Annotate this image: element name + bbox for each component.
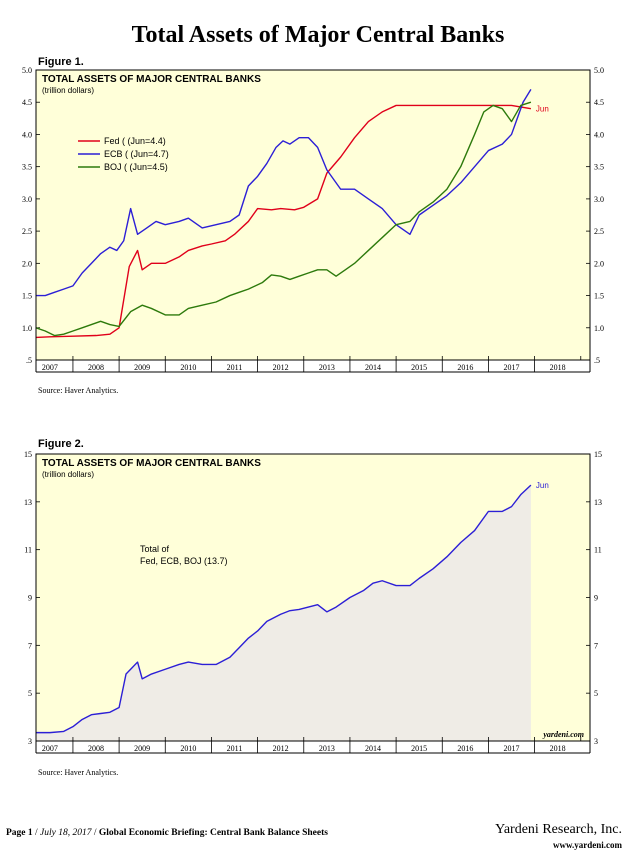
- footer-company: Yardeni Research, Inc.: [495, 822, 622, 837]
- y-tick-label-left: 4.0: [22, 130, 32, 139]
- x-tick-label: 2013: [319, 363, 335, 372]
- y-tick-label-right: .5: [594, 356, 600, 365]
- x-tick-label: 2018: [550, 363, 566, 372]
- y-tick-label-left: 4.5: [22, 98, 32, 107]
- x-tick-label: 2012: [273, 744, 289, 753]
- page-title: Total Assets of Major Central Banks: [131, 22, 505, 48]
- y-tick-label-left: 5.0: [22, 66, 32, 75]
- y-tick-label-right: 9: [594, 594, 598, 603]
- x-tick-label: 2008: [88, 363, 104, 372]
- y-tick-label-right: 5.0: [594, 66, 604, 75]
- chart-subtitle: (trillion dollars): [42, 86, 94, 95]
- area-fill: [36, 485, 531, 741]
- x-tick-label: 2015: [411, 744, 427, 753]
- legend-label: BOJ ( (Jun=4.5): [104, 162, 168, 172]
- annotation-line-1: Total of: [140, 544, 170, 554]
- x-tick-label: 2011: [227, 363, 243, 372]
- y-tick-label-right: 2.0: [594, 259, 604, 268]
- y-tick-label-right: 11: [594, 546, 602, 555]
- end-label: Jun: [536, 481, 549, 490]
- figure-1-source: Source: Haver Analytics.: [38, 386, 119, 395]
- plot-frame: [35, 69, 591, 361]
- x-tick-label: 2010: [180, 744, 196, 753]
- y-tick-label-right: 3.5: [594, 163, 604, 172]
- x-tick-label: 2009: [134, 363, 150, 372]
- x-tick-label: 2017: [504, 744, 520, 753]
- y-tick-label-left: 2.5: [22, 227, 32, 236]
- series-line-fed: [35, 104, 532, 339]
- watermark: yardeni.com: [542, 730, 584, 739]
- footer-doc: Global Economic Briefing: Central Bank B…: [98, 828, 328, 838]
- y-tick-label-left: 1.5: [22, 292, 32, 301]
- footer-info: Page 1 / July 18, 2017 / Global Economic…: [6, 828, 328, 838]
- y-tick-label-right: 1.0: [594, 324, 604, 333]
- x-tick-label: 2009: [134, 744, 150, 753]
- y-tick-label-left: .5: [26, 356, 32, 365]
- series-line-total: [36, 484, 532, 734]
- footer-url: www.yardeni.com: [553, 840, 622, 850]
- x-tick-label: 2016: [457, 363, 473, 372]
- chart-subtitle: (trillion dollars): [42, 470, 94, 479]
- y-tick-label-right: 5: [594, 689, 598, 698]
- chart-title: TOTAL ASSETS OF MAJOR CENTRAL BANKS: [42, 458, 261, 469]
- chart-title: TOTAL ASSETS OF MAJOR CENTRAL BANKS: [42, 74, 261, 85]
- legend-label: Fed ( (Jun=4.4): [104, 136, 166, 146]
- figure-2-chart: 3 3 5 5 7 7 9 9 11 11 13 13 15 15 2007 2008 2009 2010 2011…: [24, 450, 602, 754]
- y-tick-label-right: 4.5: [594, 98, 604, 107]
- legend-label: ECB ( (Jun=4.7): [104, 149, 169, 159]
- y-tick-label-right: 7: [594, 641, 598, 650]
- y-tick-label-left: 3.5: [22, 163, 32, 172]
- series-line-boj: [35, 101, 532, 337]
- figure-2-label: Figure 2.: [38, 438, 84, 450]
- x-tick-label: 2013: [319, 744, 335, 753]
- figure-1-chart: .5 .5 1.0 1.0 1.5 1.5 2.0 2.0 2.5 2.5 3.0 3.0 3.5 3.5…: [22, 66, 604, 373]
- plot-background: [36, 70, 590, 360]
- figure-1-label: Figure 1.: [38, 56, 84, 68]
- y-tick-label-left: 5: [28, 689, 32, 698]
- y-tick-label-left: 3.0: [22, 195, 32, 204]
- x-tick-label: 2017: [504, 363, 520, 372]
- footer-date: July 18, 2017: [40, 828, 92, 838]
- series-line-ecb: [36, 88, 532, 297]
- y-tick-label-right: 2.5: [594, 227, 604, 236]
- y-tick-label-right: 15: [594, 450, 602, 459]
- y-tick-label-left: 11: [24, 546, 32, 555]
- y-tick-label-left: 13: [24, 498, 32, 507]
- x-tick-label: 2010: [180, 363, 196, 372]
- x-tick-label: 2018: [550, 744, 566, 753]
- plot-frame: [35, 453, 591, 742]
- figure-2-source: Source: Haver Analytics.: [38, 768, 119, 777]
- y-tick-label-left: 3: [28, 737, 32, 746]
- y-tick-label-left: 1.0: [22, 324, 32, 333]
- x-tick-label: 2007: [42, 363, 58, 372]
- x-tick-label: 2007: [42, 744, 58, 753]
- y-tick-label-left: 15: [24, 450, 32, 459]
- y-tick-label-right: 3.0: [594, 195, 604, 204]
- x-tick-label: 2014: [365, 363, 381, 372]
- y-tick-label-right: 4.0: [594, 130, 604, 139]
- x-tick-label: 2012: [273, 363, 289, 372]
- y-tick-label-right: 1.5: [594, 292, 604, 301]
- x-tick-label: 2016: [457, 744, 473, 753]
- x-tick-label: 2011: [227, 744, 243, 753]
- end-label: Jun: [536, 105, 549, 114]
- y-tick-label-right: 13: [594, 498, 602, 507]
- y-tick-label-left: 2.0: [22, 259, 32, 268]
- x-tick-label: 2015: [411, 363, 427, 372]
- x-tick-label: 2008: [88, 744, 104, 753]
- y-tick-label-right: 3: [594, 737, 598, 746]
- annotation-line-2: Fed, ECB, BOJ (13.7): [140, 556, 228, 566]
- y-tick-label-left: 7: [28, 641, 32, 650]
- y-tick-label-left: 9: [28, 594, 32, 603]
- x-tick-label: 2014: [365, 744, 381, 753]
- footer-page: Page 1: [6, 828, 33, 838]
